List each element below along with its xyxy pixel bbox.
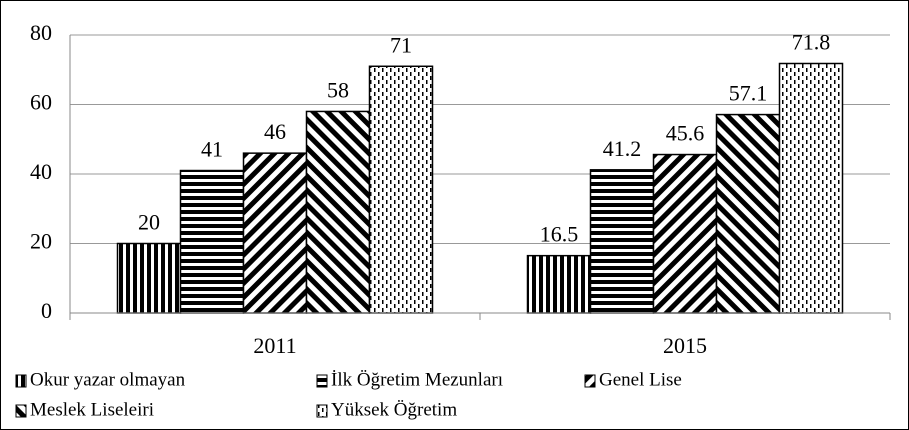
- value-label: 20: [138, 210, 160, 235]
- legend-label: Yüksek Öğretim: [331, 399, 457, 420]
- value-label: 58: [327, 77, 349, 102]
- bar: [368, 65, 434, 314]
- legend-label: İlk Öğretim Mezunları: [331, 369, 503, 390]
- value-label: 71.8: [792, 30, 831, 55]
- bar: [242, 152, 308, 314]
- bar: [778, 62, 844, 314]
- bar: [305, 110, 371, 314]
- value-label: 16.5: [540, 222, 579, 247]
- bar: [179, 169, 245, 314]
- x-tick-label: 2011: [253, 333, 296, 358]
- bar: [652, 153, 718, 314]
- y-tick-label: 80: [30, 20, 52, 45]
- value-label: 71: [390, 32, 412, 57]
- legend-label: Genel Lise: [599, 369, 682, 390]
- value-label: 45.6: [666, 121, 705, 146]
- y-tick-label: 60: [30, 90, 52, 115]
- value-label: 57.1: [729, 81, 768, 106]
- legend-swatch: [316, 374, 328, 388]
- legend-label: Meslek Liseleiri: [30, 399, 154, 420]
- value-label: 41.2: [603, 136, 642, 161]
- y-tick-label: 0: [41, 298, 52, 323]
- bar: [715, 113, 781, 314]
- bar: [589, 169, 655, 314]
- legend-swatch: [15, 404, 27, 418]
- bar: [116, 242, 182, 314]
- legend-swatch: [316, 404, 328, 418]
- legend-swatch: [584, 374, 596, 388]
- value-label: 41: [201, 137, 223, 162]
- y-tick-label: 20: [30, 229, 52, 254]
- value-label: 46: [264, 119, 286, 144]
- legend-label: Okur yazar olmayan: [30, 369, 186, 390]
- legend-swatch: [15, 374, 27, 388]
- y-tick-label: 40: [30, 159, 52, 184]
- bar: [526, 254, 592, 314]
- x-tick-label: 2015: [663, 333, 707, 358]
